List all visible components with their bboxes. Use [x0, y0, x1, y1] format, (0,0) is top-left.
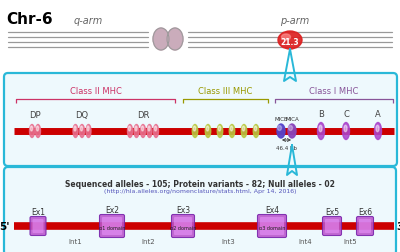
Ellipse shape — [318, 123, 324, 140]
FancyBboxPatch shape — [100, 215, 124, 238]
Ellipse shape — [241, 125, 247, 138]
FancyBboxPatch shape — [4, 167, 396, 252]
Ellipse shape — [36, 125, 40, 138]
FancyBboxPatch shape — [4, 74, 397, 166]
Text: (http://hla.alleles.org/nomenclature/stats.html, Apr 14, 2016): (http://hla.alleles.org/nomenclature/sta… — [104, 188, 296, 193]
Text: Int4: Int4 — [298, 238, 312, 244]
FancyBboxPatch shape — [32, 219, 44, 233]
Text: Int3: Int3 — [221, 238, 235, 244]
Ellipse shape — [36, 127, 39, 132]
Ellipse shape — [253, 125, 259, 138]
Text: Ex1: Ex1 — [31, 207, 45, 216]
Ellipse shape — [344, 126, 347, 132]
Ellipse shape — [30, 125, 34, 138]
Text: Ex5: Ex5 — [325, 207, 339, 216]
Ellipse shape — [193, 127, 196, 132]
Ellipse shape — [73, 125, 78, 138]
Text: 46.4 Kb: 46.4 Kb — [276, 145, 297, 150]
FancyBboxPatch shape — [258, 215, 286, 238]
Text: MICA: MICA — [285, 116, 299, 121]
Ellipse shape — [80, 127, 83, 132]
Ellipse shape — [153, 29, 169, 51]
Text: q-arm: q-arm — [73, 16, 103, 26]
FancyBboxPatch shape — [322, 217, 342, 236]
Ellipse shape — [374, 123, 382, 140]
Ellipse shape — [282, 35, 290, 41]
Text: α3 domain: α3 domain — [259, 226, 285, 231]
Ellipse shape — [154, 127, 157, 132]
Text: Int1: Int1 — [68, 238, 82, 244]
Text: α1 domain: α1 domain — [99, 226, 125, 231]
Ellipse shape — [30, 127, 33, 132]
Text: Int5: Int5 — [343, 238, 357, 244]
Ellipse shape — [128, 125, 132, 138]
Ellipse shape — [167, 29, 183, 51]
FancyBboxPatch shape — [174, 217, 192, 235]
Text: 3': 3' — [396, 221, 400, 231]
Ellipse shape — [80, 125, 84, 138]
Ellipse shape — [140, 125, 146, 138]
Ellipse shape — [134, 125, 139, 138]
Text: Sequenced alleles - 105; Protein variants - 82; Null alleles - 02: Sequenced alleles - 105; Protein variant… — [65, 179, 335, 188]
Text: α2 domain: α2 domain — [170, 226, 196, 231]
Ellipse shape — [288, 124, 296, 138]
Ellipse shape — [192, 125, 198, 138]
Ellipse shape — [206, 127, 209, 132]
FancyBboxPatch shape — [102, 217, 122, 235]
Text: C: C — [343, 110, 349, 118]
Ellipse shape — [217, 125, 223, 138]
Ellipse shape — [254, 127, 257, 132]
Text: Int2: Int2 — [141, 238, 155, 244]
Ellipse shape — [128, 127, 131, 132]
Text: Chr-6: Chr-6 — [6, 12, 53, 27]
Ellipse shape — [277, 124, 285, 138]
Ellipse shape — [205, 125, 211, 138]
Ellipse shape — [148, 127, 150, 132]
Text: Ex2: Ex2 — [105, 205, 119, 214]
Ellipse shape — [230, 127, 233, 132]
Ellipse shape — [319, 126, 322, 132]
Ellipse shape — [147, 125, 152, 138]
FancyBboxPatch shape — [356, 217, 374, 236]
FancyBboxPatch shape — [172, 215, 194, 238]
FancyBboxPatch shape — [359, 219, 371, 233]
Ellipse shape — [74, 127, 76, 132]
Text: DP: DP — [29, 111, 41, 119]
Ellipse shape — [376, 126, 379, 132]
Ellipse shape — [154, 125, 158, 138]
Ellipse shape — [342, 123, 350, 140]
Text: 21.3: 21.3 — [281, 37, 299, 46]
Text: B: B — [318, 110, 324, 118]
Ellipse shape — [278, 126, 282, 131]
Text: Class II MHC: Class II MHC — [70, 87, 122, 96]
Text: Class I MHC: Class I MHC — [309, 87, 359, 96]
Text: Ex3: Ex3 — [176, 205, 190, 214]
Ellipse shape — [86, 125, 91, 138]
FancyBboxPatch shape — [325, 219, 339, 233]
Ellipse shape — [135, 127, 137, 132]
Ellipse shape — [278, 32, 302, 50]
Text: Ex4: Ex4 — [265, 205, 279, 214]
Text: p-arm: p-arm — [280, 16, 310, 26]
Text: Ex6: Ex6 — [358, 207, 372, 216]
Ellipse shape — [288, 126, 292, 131]
Ellipse shape — [87, 127, 89, 132]
Text: DQ: DQ — [76, 111, 88, 119]
Text: DR: DR — [137, 111, 149, 119]
FancyBboxPatch shape — [260, 217, 284, 235]
FancyBboxPatch shape — [30, 217, 46, 236]
Text: 5': 5' — [0, 221, 10, 231]
Ellipse shape — [218, 127, 221, 132]
Ellipse shape — [229, 125, 235, 138]
Ellipse shape — [141, 127, 144, 132]
Text: MICB: MICB — [274, 116, 288, 121]
Text: A: A — [375, 110, 381, 118]
Ellipse shape — [242, 127, 245, 132]
Text: Class III MHC: Class III MHC — [198, 87, 253, 96]
